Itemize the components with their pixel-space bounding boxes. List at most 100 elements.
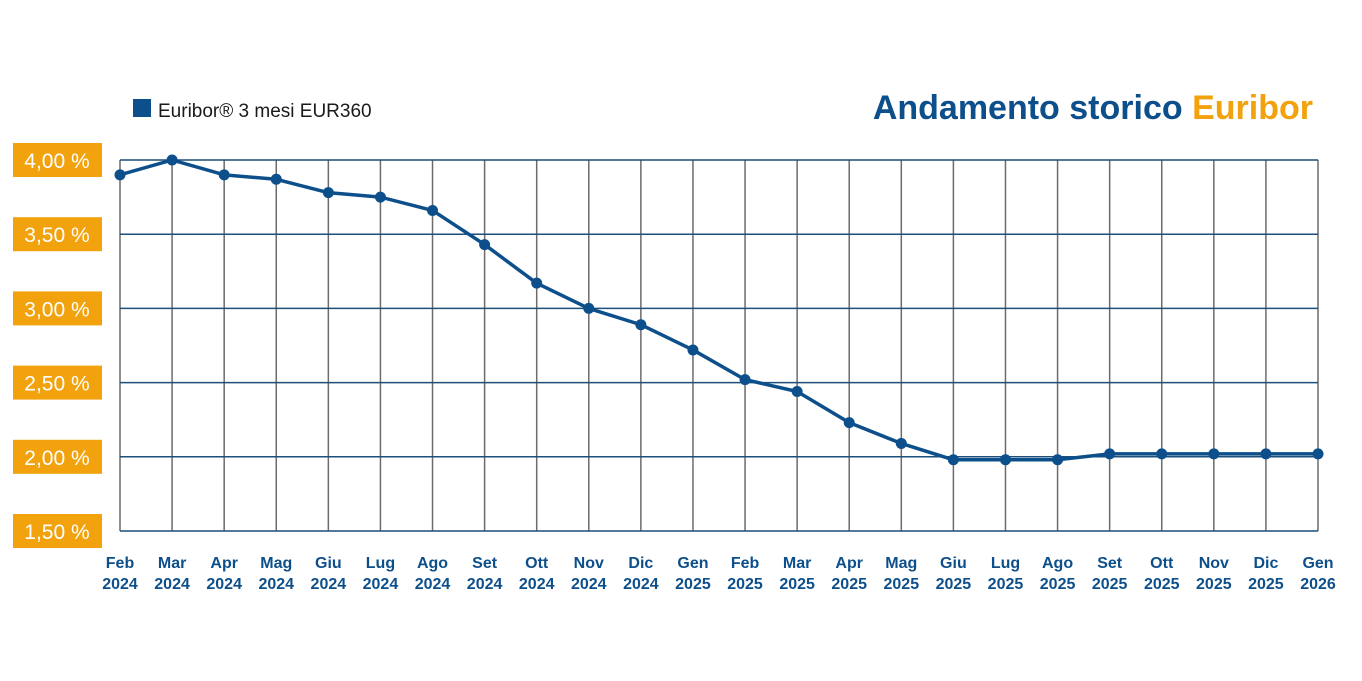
x-axis-ticks: Feb 2024 Mar 2024 Apr 2024 Mag 2024 Giu 2024 Lug 20…: [102, 555, 1336, 593]
x-tick-year: 2025: [988, 576, 1024, 593]
x-tick: Ott 2025: [1144, 555, 1180, 593]
y-axis-ticks: 4,00 % 3,50 % 3,00 % 2,50 % 2,00 % 1,50 %: [13, 143, 102, 548]
y-tick: 3,00 %: [13, 291, 102, 326]
data-point: [322, 187, 334, 199]
x-tick-month: Mar: [783, 555, 811, 572]
data-point: [739, 374, 751, 386]
x-tick: Ott 2024: [519, 555, 555, 593]
x-tick-month: Nov: [574, 555, 604, 572]
y-tick-label: 1,50 %: [24, 521, 89, 544]
y-tick-bg: [13, 217, 102, 252]
x-tick-year: 2026: [1300, 576, 1336, 593]
x-tick-month: Set: [472, 555, 498, 572]
data-point: [166, 154, 178, 166]
x-tick: Feb 2024: [102, 555, 138, 593]
x-tick-month: Mag: [260, 555, 292, 572]
x-tick-year: 2024: [467, 576, 503, 593]
chart-title: Andamento storico Euribor: [873, 89, 1313, 127]
x-tick-month: Dic: [628, 555, 653, 572]
x-tick: Dic 2025: [1248, 555, 1284, 593]
x-tick: Apr 2024: [206, 555, 242, 593]
x-tick-month: Dic: [1253, 555, 1278, 572]
x-tick-year: 2025: [1248, 576, 1284, 593]
x-tick-month: Gen: [677, 555, 708, 572]
x-tick-month: Lug: [366, 555, 395, 572]
x-tick-month: Lug: [991, 555, 1020, 572]
data-point: [843, 417, 855, 429]
x-tick-year: 2024: [311, 576, 347, 593]
x-tick: Dic 2024: [623, 555, 659, 593]
data-point: [427, 204, 439, 216]
legend-label: Euribor® 3 mesi EUR360: [158, 101, 372, 122]
x-tick-year: 2024: [258, 576, 294, 593]
x-tick: Lug 2025: [988, 555, 1024, 593]
y-tick-label: 4,00 %: [24, 150, 89, 173]
x-tick-month: Set: [1097, 555, 1123, 572]
x-tick: Mag 2024: [258, 555, 294, 593]
x-tick: Apr 2025: [831, 555, 867, 593]
x-tick: Set 2024: [467, 555, 503, 593]
x-tick: Giu 2024: [311, 555, 347, 593]
x-tick: Feb 2025: [727, 555, 763, 593]
x-tick-year: 2024: [363, 576, 399, 593]
data-point: [895, 437, 907, 449]
x-tick-year: 2025: [1196, 576, 1232, 593]
y-tick: 2,00 %: [13, 439, 102, 474]
chart-title-part1: Andamento storico: [873, 89, 1183, 127]
data-point: [531, 277, 543, 289]
legend-swatch: [133, 99, 151, 117]
x-tick-year: 2025: [675, 576, 711, 593]
x-tick-year: 2024: [519, 576, 555, 593]
x-tick-month: Nov: [1199, 555, 1229, 572]
x-tick-month: Feb: [731, 555, 760, 572]
x-tick-month: Ott: [1150, 555, 1174, 572]
data-point: [218, 169, 230, 181]
data-point: [583, 302, 595, 314]
data-point: [687, 344, 699, 356]
data-point: [114, 169, 126, 181]
x-tick-month: Giu: [315, 555, 342, 572]
data-point: [1156, 448, 1168, 460]
y-tick-bg: [13, 291, 102, 326]
x-tick-month: Mar: [158, 555, 186, 572]
x-tick-month: Giu: [940, 555, 967, 572]
series-euribor-3m: [114, 154, 1324, 466]
y-tick-bg: [13, 365, 102, 400]
x-tick-month: Ago: [417, 555, 448, 572]
x-tick-month: Gen: [1302, 555, 1333, 572]
y-tick: 3,50 %: [13, 217, 102, 252]
x-tick-month: Apr: [210, 555, 238, 572]
x-tick: Set 2025: [1092, 555, 1128, 593]
legend: Euribor® 3 mesi EUR360: [133, 99, 372, 122]
series-line: [119, 158, 1318, 462]
y-tick: 4,00 %: [13, 143, 102, 177]
x-tick-year: 2025: [1040, 576, 1076, 593]
x-tick-year: 2025: [1092, 576, 1128, 593]
chart-title-part2: Euribor: [1192, 89, 1313, 127]
x-tick-month: Mag: [885, 555, 917, 572]
y-tick: 2,50 %: [13, 365, 102, 400]
x-tick-year: 2025: [1144, 576, 1180, 593]
y-tick-label: 3,00 %: [24, 298, 89, 321]
x-tick: Nov 2024: [571, 555, 607, 593]
x-tick-year: 2024: [206, 576, 242, 593]
data-point: [791, 386, 803, 398]
y-tick-label: 2,50 %: [24, 373, 89, 396]
x-tick-year: 2024: [154, 576, 190, 593]
data-point: [1052, 454, 1064, 466]
y-tick-bg: [13, 514, 102, 548]
grid: [119, 159, 1319, 532]
x-tick-year: 2025: [831, 576, 867, 593]
x-tick-month: Ott: [525, 555, 549, 572]
y-tick-label: 2,00 %: [24, 447, 89, 470]
x-tick: Nov 2025: [1196, 555, 1232, 593]
x-tick: Gen 2026: [1300, 555, 1336, 593]
x-tick-year: 2024: [102, 576, 138, 593]
x-tick-year: 2024: [571, 576, 607, 593]
x-tick-year: 2024: [623, 576, 659, 593]
data-point: [374, 191, 386, 203]
x-tick: Mar 2025: [779, 555, 815, 593]
x-tick: Mag 2025: [884, 555, 920, 593]
x-tick-year: 2025: [779, 576, 815, 593]
x-tick-year: 2025: [936, 576, 972, 593]
